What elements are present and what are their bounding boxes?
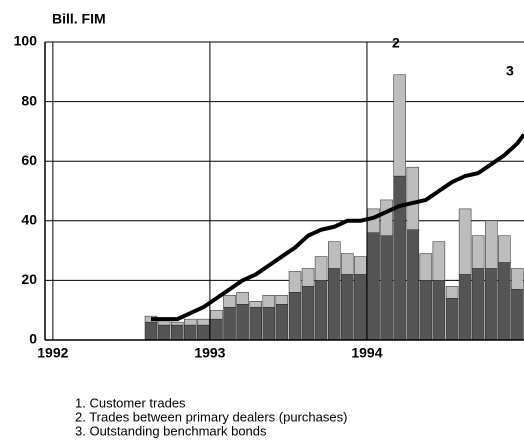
y-tick-label: 100 bbox=[14, 33, 38, 49]
bar bbox=[197, 324, 210, 341]
bar bbox=[210, 309, 223, 320]
bar bbox=[275, 303, 289, 341]
bar bbox=[419, 253, 433, 281]
bar bbox=[197, 318, 210, 326]
bar bbox=[471, 235, 485, 269]
bar bbox=[157, 324, 171, 341]
bar bbox=[458, 274, 472, 341]
bar bbox=[498, 262, 511, 341]
bar bbox=[432, 280, 446, 341]
bar bbox=[314, 256, 328, 281]
bar bbox=[236, 303, 249, 341]
bar bbox=[367, 232, 380, 341]
bar bbox=[275, 295, 289, 305]
bar bbox=[301, 268, 315, 287]
annotation: 2 bbox=[392, 35, 400, 51]
bar bbox=[432, 241, 446, 281]
bar bbox=[262, 295, 276, 308]
y-tick-label: 60 bbox=[21, 152, 37, 168]
bar bbox=[249, 301, 263, 308]
y-axis-label: Bill. FIM bbox=[52, 11, 106, 27]
bar bbox=[445, 286, 459, 299]
bar bbox=[328, 268, 341, 341]
bar bbox=[301, 286, 315, 341]
bar bbox=[223, 295, 236, 308]
bar bbox=[393, 175, 406, 341]
bar bbox=[210, 318, 223, 341]
line bbox=[151, 133, 524, 322]
bar bbox=[170, 324, 184, 341]
bar bbox=[406, 229, 420, 341]
bar bbox=[249, 306, 263, 341]
annotation: 1 bbox=[372, 115, 380, 131]
legend-entry: 2. Trades between primary dealers (purch… bbox=[75, 409, 347, 424]
bar bbox=[314, 280, 328, 341]
bar bbox=[184, 324, 197, 341]
annotation: 3 bbox=[506, 63, 514, 79]
bar bbox=[445, 298, 459, 341]
y-tick-label: 0 bbox=[29, 331, 37, 347]
bar bbox=[471, 268, 485, 341]
bar bbox=[380, 235, 393, 341]
bar bbox=[498, 235, 511, 263]
bar bbox=[262, 306, 276, 341]
y-tick-label: 20 bbox=[21, 271, 37, 287]
bar bbox=[419, 280, 433, 341]
bar bbox=[511, 268, 524, 290]
y-tick-label: 40 bbox=[21, 212, 37, 228]
bar bbox=[511, 289, 524, 341]
bar bbox=[341, 253, 354, 275]
bar bbox=[170, 321, 184, 326]
bar bbox=[236, 292, 249, 305]
bar bbox=[406, 166, 420, 230]
bar bbox=[144, 321, 158, 341]
bar bbox=[223, 306, 236, 341]
x-tick-label: 1992 bbox=[37, 345, 68, 361]
bar bbox=[354, 256, 367, 275]
bar bbox=[380, 199, 393, 236]
bar bbox=[288, 271, 302, 293]
bar bbox=[184, 318, 197, 326]
bar bbox=[485, 220, 498, 269]
x-tick-label: 1994 bbox=[351, 345, 382, 361]
legend-entry: 1. Customer trades bbox=[75, 395, 186, 410]
bar bbox=[288, 292, 302, 341]
bar bbox=[393, 74, 406, 177]
bar bbox=[354, 274, 367, 341]
y-tick-label: 80 bbox=[21, 92, 37, 108]
x-tick-label: 1993 bbox=[194, 345, 225, 361]
legend-entry: 3. Outstanding benchmark bonds bbox=[75, 423, 267, 438]
bar bbox=[485, 268, 498, 341]
bar bbox=[341, 274, 354, 341]
bar bbox=[328, 241, 341, 269]
bar bbox=[458, 208, 472, 275]
